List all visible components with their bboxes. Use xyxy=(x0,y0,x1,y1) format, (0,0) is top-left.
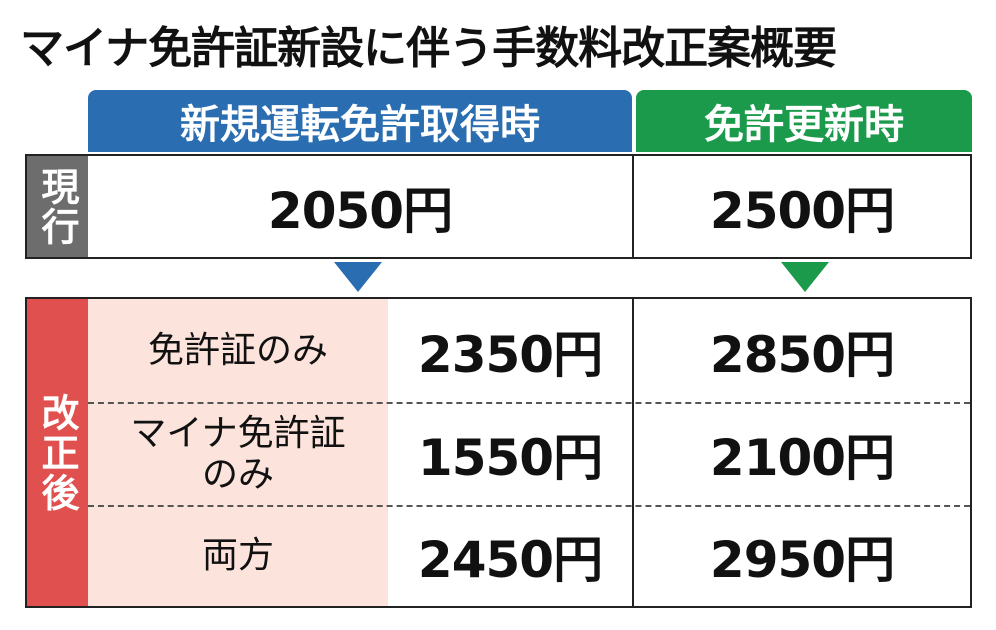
row-label: マイナ免許証 のみ xyxy=(130,412,346,495)
row-divider xyxy=(88,505,970,507)
column-header: 免許更新時 xyxy=(636,90,972,152)
title: マイナ免許証新設に伴う手数料改正案概要 xyxy=(20,23,837,74)
row-label: 両方 xyxy=(201,535,274,577)
revised-value: 2950円 xyxy=(709,531,895,589)
divider xyxy=(632,299,634,606)
row-label-area xyxy=(88,299,388,606)
current-value: 2050円 xyxy=(267,181,453,240)
arrow xyxy=(334,262,382,292)
divider xyxy=(632,156,634,257)
column-header: 新規運転免許取得時 xyxy=(88,90,632,152)
row-label: 免許証のみ xyxy=(147,329,328,371)
revised-value: 2350円 xyxy=(417,325,603,384)
revised-value: 2850円 xyxy=(709,325,895,384)
revised-value: 2100円 xyxy=(709,429,895,487)
current-value: 2500円 xyxy=(709,181,895,240)
current-box xyxy=(25,154,972,259)
revised-label: 改正後 xyxy=(27,299,88,606)
revised-value: 1550円 xyxy=(417,429,603,487)
current-label: 現行 xyxy=(27,156,88,257)
revised-value: 2450円 xyxy=(417,531,603,589)
arrows xyxy=(334,262,829,292)
arrow xyxy=(781,262,829,292)
row-divider xyxy=(88,402,970,404)
